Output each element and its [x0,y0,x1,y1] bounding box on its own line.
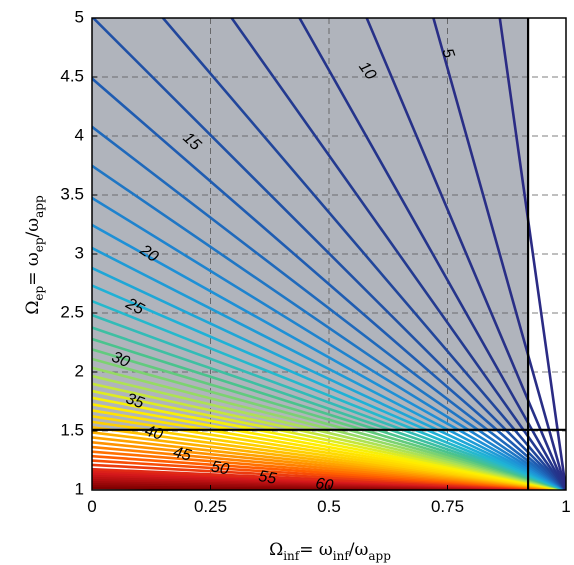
y-tick-label: 3 [75,243,84,262]
contour-line [92,196,566,490]
contour-line [298,18,566,490]
contour-label: 60 [314,475,334,494]
x-tick-label: 0 [87,497,96,516]
contour-line [92,348,566,490]
y-tick-label: 2 [75,361,84,380]
contour-label: 35 [124,390,147,412]
y-tick-label: 3.5 [60,184,84,203]
contour-line [92,164,566,490]
contour-line [92,266,566,490]
contour-line [92,18,566,490]
y-tick-label: 5 [75,7,84,26]
y-axis-label: Ωep= ωep/ωapp [23,195,46,315]
contour-line [92,326,566,490]
contour-label: 55 [257,468,278,488]
contour-line [92,223,566,490]
y-tick-label: 4 [75,125,84,144]
contour-line [92,246,566,490]
contour-line [161,18,566,490]
contour-line [365,18,566,490]
x-tick-label: 1 [561,497,570,516]
x-tick-label: 0.5 [317,497,341,516]
x-axis-label: Ωinf= ωinf/ωapp [269,540,391,563]
y-tick-label: 1.5 [60,420,84,439]
contour-line [92,299,566,490]
y-tick-label: 1 [75,479,84,498]
contour-line [230,18,566,490]
contour-line [498,18,566,490]
boundary-lines [92,18,566,490]
contour-line [92,357,566,490]
contour-line [92,77,566,490]
contour-line [92,374,566,490]
contour-label: 50 [210,458,231,478]
contour-line [92,284,566,490]
y-tick-label: 2.5 [60,302,84,321]
contour-label: 30 [109,349,132,372]
axis-ticks: 0 0.25 0.5 0.75 1 1 1.5 2 2.5 3 3.5 4 4.5 5 [60,7,570,516]
y-tick-label: 4.5 [60,66,84,85]
contour-label: 45 [171,444,192,465]
contour-label: 40 [143,422,165,443]
contour-line [92,337,566,490]
contour-line [432,18,566,490]
contour-label: 25 [122,295,147,319]
x-tick-label: 0.25 [194,497,227,516]
x-tick-label: 0.75 [431,497,464,516]
contour-line [92,313,566,490]
